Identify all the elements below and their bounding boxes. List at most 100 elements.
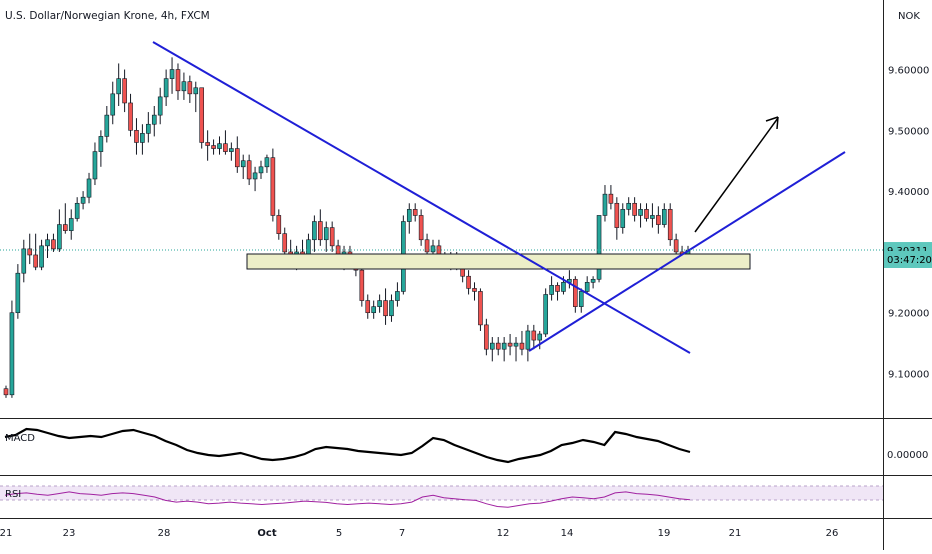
candle[interactable] (626, 197, 631, 216)
candle[interactable] (264, 154, 270, 173)
candle[interactable] (223, 130, 228, 155)
candle[interactable] (312, 215, 317, 252)
candle[interactable] (51, 233, 56, 252)
candle[interactable] (507, 334, 513, 356)
candle[interactable] (656, 206, 661, 234)
candle[interactable] (80, 191, 86, 210)
candle[interactable] (193, 81, 199, 113)
candle[interactable] (282, 227, 288, 258)
candle[interactable] (537, 330, 543, 350)
candle[interactable] (211, 139, 216, 155)
candle[interactable] (175, 63, 181, 100)
candle[interactable] (9, 300, 15, 398)
candle[interactable] (389, 294, 394, 322)
descending-trendline[interactable] (152, 41, 691, 354)
candle[interactable] (217, 136, 222, 155)
candle[interactable] (614, 197, 620, 240)
support-zone-rectangle[interactable] (246, 253, 751, 270)
candle[interactable] (383, 288, 388, 325)
candle[interactable] (596, 215, 602, 283)
candle[interactable] (359, 264, 365, 307)
candle[interactable] (418, 209, 424, 246)
candle[interactable] (377, 294, 382, 313)
candle[interactable] (140, 124, 145, 155)
candle[interactable] (234, 136, 240, 173)
candle[interactable] (365, 294, 371, 319)
candle[interactable] (395, 282, 400, 307)
candle[interactable] (258, 160, 264, 179)
candle[interactable] (27, 233, 33, 265)
candle[interactable] (549, 276, 554, 301)
candle[interactable] (543, 288, 548, 338)
candle[interactable] (318, 209, 323, 246)
candle[interactable] (590, 276, 596, 289)
candle[interactable] (128, 93, 133, 137)
candle[interactable] (3, 385, 9, 398)
candle[interactable] (650, 203, 655, 228)
candle[interactable] (276, 209, 282, 240)
candle[interactable] (573, 276, 578, 313)
ascending-trendline[interactable] (528, 151, 846, 352)
candle[interactable] (157, 87, 163, 125)
candle[interactable] (602, 185, 608, 222)
candle[interactable] (412, 203, 418, 222)
candle[interactable] (86, 172, 92, 204)
candle[interactable] (555, 282, 560, 301)
candle[interactable] (466, 270, 471, 295)
candle[interactable] (525, 324, 531, 362)
candle[interactable] (151, 106, 157, 137)
candlestick-series[interactable] (3, 57, 691, 398)
candle[interactable] (45, 233, 50, 258)
candle[interactable] (323, 221, 329, 252)
candle[interactable] (39, 239, 44, 271)
candle[interactable] (240, 154, 246, 179)
candle[interactable] (116, 63, 121, 106)
candle[interactable] (644, 203, 649, 222)
candle[interactable] (110, 81, 116, 125)
candle[interactable] (489, 337, 495, 362)
candle[interactable] (74, 197, 80, 222)
candle[interactable] (638, 203, 643, 228)
candle[interactable] (620, 203, 626, 234)
candle[interactable] (181, 72, 187, 100)
candle[interactable] (21, 239, 27, 283)
candle[interactable] (122, 69, 127, 113)
candle[interactable] (68, 209, 74, 240)
candle[interactable] (63, 203, 68, 234)
candle[interactable] (187, 75, 193, 103)
candle[interactable] (632, 197, 637, 222)
candle[interactable] (229, 142, 234, 161)
candle[interactable] (578, 288, 584, 313)
candle[interactable] (169, 57, 175, 94)
candle[interactable] (371, 300, 376, 319)
candle[interactable] (329, 221, 335, 252)
candle[interactable] (246, 154, 252, 186)
candle[interactable] (270, 148, 276, 222)
candle[interactable] (406, 203, 412, 234)
candle[interactable] (104, 106, 110, 143)
candle[interactable] (98, 130, 104, 167)
candle[interactable] (163, 69, 169, 106)
candle[interactable] (484, 318, 489, 356)
candle[interactable] (661, 203, 667, 228)
candle[interactable] (199, 87, 205, 149)
candle[interactable] (146, 112, 151, 143)
candle[interactable] (531, 324, 537, 350)
candle[interactable] (608, 185, 614, 210)
projection-arrow-shaft[interactable] (694, 117, 779, 233)
candle[interactable] (519, 330, 525, 356)
candle[interactable] (134, 118, 139, 155)
candle[interactable] (15, 264, 21, 319)
candle[interactable] (667, 203, 673, 246)
candle[interactable] (495, 337, 501, 356)
candle[interactable] (57, 209, 62, 252)
time-axis[interactable]: 21 23 28 Oct 5 7 12 14 19 21 26 (0, 528, 838, 539)
candle[interactable] (92, 142, 98, 186)
candle[interactable] (472, 282, 477, 301)
candle[interactable] (478, 288, 483, 331)
candle[interactable] (584, 276, 590, 295)
candle[interactable] (513, 337, 519, 362)
candle[interactable] (501, 337, 507, 362)
candle[interactable] (252, 166, 258, 192)
